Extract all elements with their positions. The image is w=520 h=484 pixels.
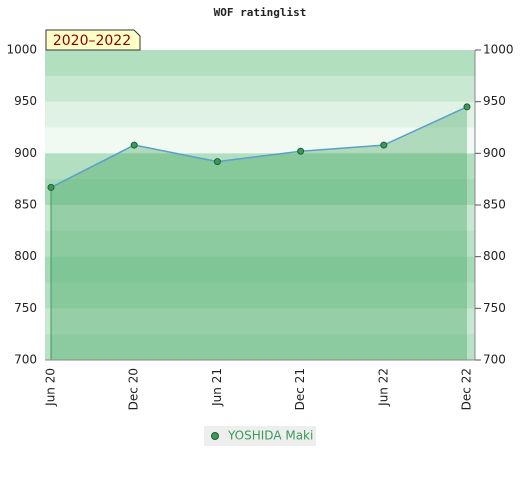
y2-tick-label: 750 — [483, 301, 506, 315]
y2-tick-label: 800 — [483, 249, 506, 263]
point — [297, 147, 305, 155]
background-band — [45, 230, 475, 258]
background-band — [45, 101, 475, 128]
background-band — [45, 75, 475, 103]
y-tick-label: 700 — [14, 353, 37, 367]
plot-area — [45, 50, 475, 361]
legend: YOSHIDA Maki — [204, 426, 316, 446]
chart-title: WOF ratinglist — [214, 6, 307, 19]
legend-box — [204, 426, 316, 446]
point — [213, 158, 221, 166]
x-tick-label: Dec 20 — [127, 368, 141, 410]
y-tick-label: 800 — [14, 249, 37, 263]
background-band — [45, 127, 475, 154]
y2-tick-label: 900 — [483, 146, 506, 160]
point — [130, 141, 138, 149]
x-tick-label: Jun 21 — [210, 368, 224, 407]
x-tick-label: Jun 20 — [44, 368, 58, 407]
period-text: 2020–2022 — [53, 33, 131, 49]
background-band — [45, 256, 475, 283]
y-tick-label: 750 — [14, 301, 37, 315]
legend-marker — [211, 432, 219, 440]
background-band — [45, 308, 475, 335]
y-tick-label: 950 — [14, 94, 37, 108]
x-tick-label: Dec 22 — [460, 368, 474, 410]
background-band — [45, 179, 475, 206]
y-tick-label: 850 — [14, 198, 37, 212]
background-band — [45, 282, 475, 309]
background-band — [45, 153, 475, 180]
background-band — [45, 50, 475, 77]
point — [463, 103, 471, 111]
point — [47, 183, 55, 191]
area-fill — [51, 106, 467, 360]
y2-tick-label: 700 — [483, 353, 506, 367]
period-box — [45, 29, 141, 51]
line — [50, 106, 468, 189]
legend-label: YOSHIDA Maki — [227, 429, 313, 443]
y2-tick-label: 950 — [483, 94, 506, 108]
y-tick-label: 900 — [14, 146, 37, 160]
y-tick-label: 1000 — [6, 43, 37, 57]
point — [380, 141, 388, 149]
period-label: 2020–2022 — [45, 29, 141, 51]
y2-tick-label: 1000 — [483, 43, 514, 57]
y2-tick-label: 850 — [483, 198, 506, 212]
x-tick-label: Dec 21 — [293, 368, 307, 410]
background-band — [45, 205, 475, 232]
background-band — [45, 334, 475, 361]
x-tick-label: Jun 22 — [376, 368, 390, 407]
